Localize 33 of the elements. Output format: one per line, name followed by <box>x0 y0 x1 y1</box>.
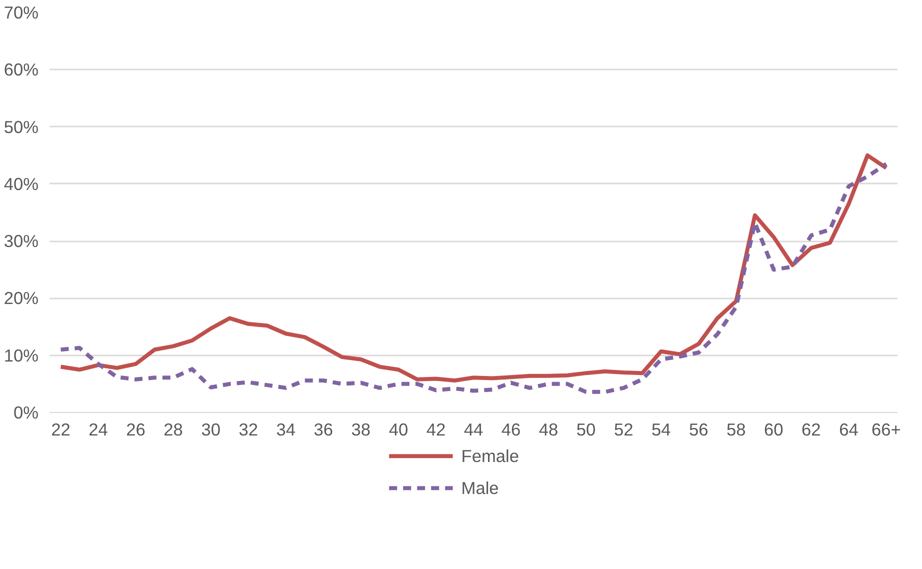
x-tick-label: 62 <box>802 420 821 440</box>
x-tick-label: 38 <box>351 420 371 440</box>
y-tick-label: 60% <box>4 60 39 80</box>
y-tick-label: 30% <box>4 231 39 252</box>
x-tick-label: 46 <box>501 420 521 440</box>
y-tick-label: 20% <box>4 288 39 308</box>
y-tick-label: 70% <box>4 2 39 22</box>
x-tick-label: 28 <box>164 420 183 440</box>
legend-label: Female <box>461 446 520 466</box>
x-tick-label: 56 <box>688 420 708 440</box>
x-tick-label: 22 <box>51 420 70 440</box>
x-tick-label: 50 <box>576 420 596 440</box>
x-tick-label: 52 <box>614 420 634 440</box>
y-tick-label: 0% <box>13 402 38 422</box>
x-tick-label: 30 <box>201 420 220 440</box>
x-tick-label: 54 <box>651 420 672 440</box>
x-tick-label: 44 <box>464 420 484 440</box>
x-tick-label: 36 <box>314 420 334 440</box>
x-tick-label: 64 <box>839 420 859 440</box>
y-tick-label: 40% <box>4 174 39 194</box>
x-tick-label: 24 <box>88 420 108 440</box>
x-tick-label: 48 <box>538 420 558 440</box>
x-tick-label: 60 <box>764 420 784 440</box>
x-tick-label: 40 <box>388 420 408 440</box>
x-tick-label: 42 <box>426 420 446 440</box>
x-tick-label: 32 <box>238 420 258 440</box>
y-tick-label: 10% <box>4 345 39 366</box>
x-tick-label: 58 <box>726 420 746 440</box>
x-tick-label: 34 <box>276 420 296 440</box>
x-tick-label: 26 <box>126 420 146 440</box>
x-tick-label: 66+ <box>872 420 901 440</box>
y-tick-label: 50% <box>4 116 39 137</box>
legend-label: Male <box>461 478 499 498</box>
